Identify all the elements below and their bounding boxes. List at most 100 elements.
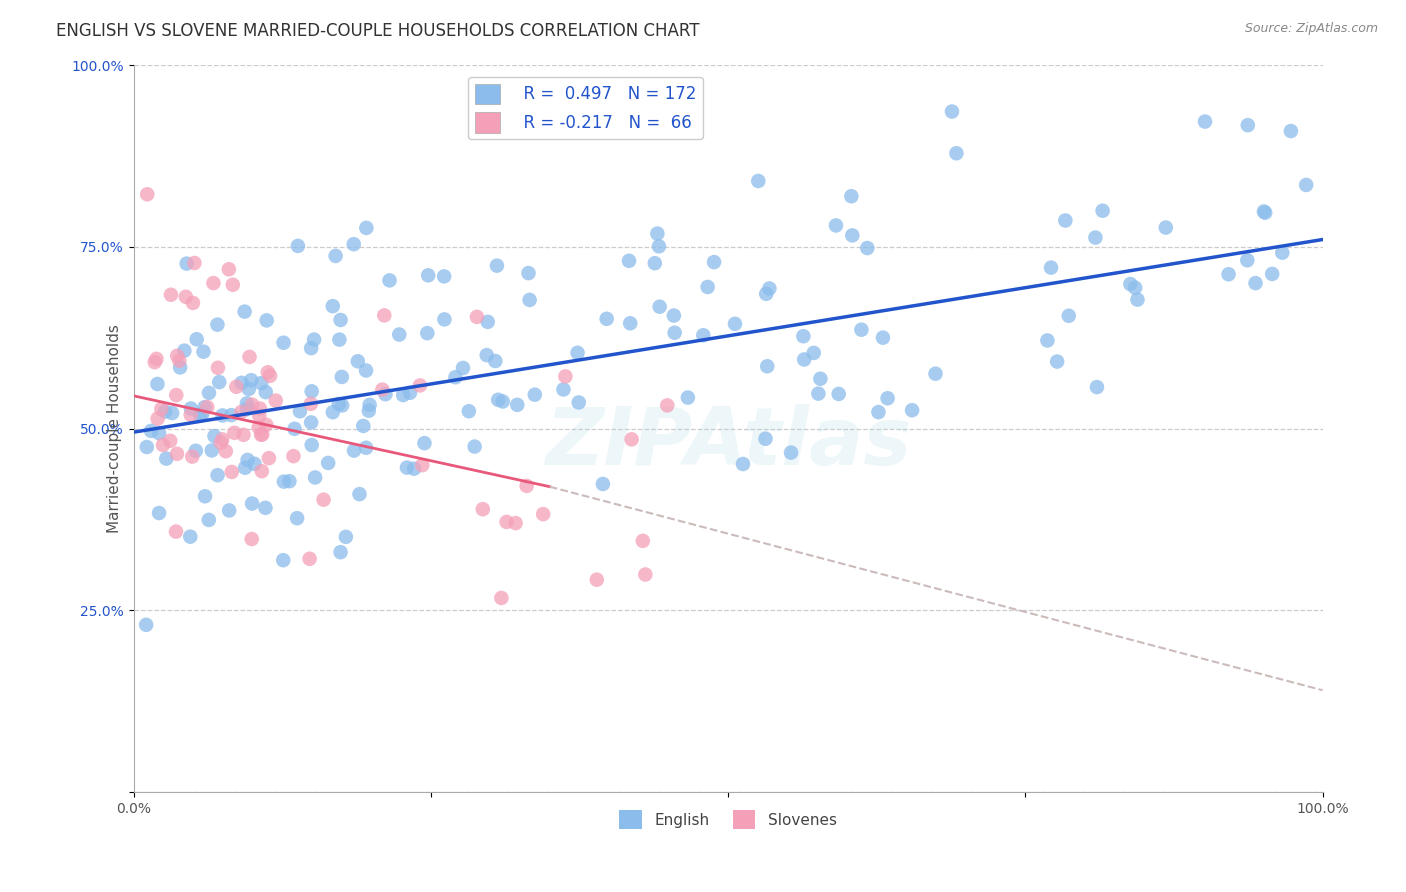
Point <box>413 436 436 450</box>
Point <box>696 280 718 294</box>
Point <box>747 174 769 188</box>
Point <box>184 443 207 458</box>
Point <box>233 304 256 318</box>
Y-axis label: Married-couple Households: Married-couple Households <box>107 324 122 533</box>
Point <box>1123 281 1146 295</box>
Point <box>631 533 654 548</box>
Point <box>273 335 295 350</box>
Point <box>1091 203 1114 218</box>
Point <box>330 399 353 413</box>
Point <box>271 553 294 567</box>
Point <box>731 457 754 471</box>
Point <box>250 427 273 442</box>
Point <box>359 398 381 412</box>
Point <box>531 507 554 521</box>
Point <box>207 318 229 332</box>
Point <box>211 409 233 423</box>
Point <box>231 376 253 390</box>
Point <box>495 515 517 529</box>
Point <box>856 241 879 255</box>
Point <box>343 443 366 458</box>
Point <box>233 460 256 475</box>
Point <box>924 367 946 381</box>
Point <box>356 220 378 235</box>
Point <box>322 299 344 313</box>
Point <box>519 293 541 307</box>
Point <box>371 383 394 397</box>
Point <box>243 457 266 471</box>
Point <box>139 424 162 438</box>
Point <box>1119 277 1142 291</box>
Point <box>204 429 226 443</box>
Point <box>304 470 326 484</box>
Point <box>247 409 270 423</box>
Point <box>301 438 323 452</box>
Point <box>198 385 221 400</box>
Point <box>1040 260 1063 275</box>
Point <box>486 392 509 407</box>
Point <box>322 405 344 419</box>
Point <box>264 393 287 408</box>
Point <box>240 497 263 511</box>
Point <box>657 398 679 412</box>
Point <box>302 333 325 347</box>
Point <box>211 433 233 447</box>
Point <box>186 332 208 346</box>
Point <box>143 355 166 369</box>
Point <box>595 311 617 326</box>
Point <box>464 440 486 454</box>
Point <box>232 427 254 442</box>
Point <box>221 465 243 479</box>
Point <box>780 445 803 459</box>
Point <box>373 309 395 323</box>
Point <box>354 363 377 377</box>
Point <box>191 407 214 421</box>
Point <box>252 427 274 442</box>
Point <box>328 333 350 347</box>
Point <box>236 402 259 417</box>
Point <box>648 239 671 253</box>
Point <box>471 502 494 516</box>
Point <box>202 276 225 290</box>
Point <box>1295 178 1317 192</box>
Point <box>1244 276 1267 290</box>
Point <box>329 313 352 327</box>
Point <box>620 433 643 447</box>
Point <box>349 487 371 501</box>
Point <box>283 449 305 463</box>
Point <box>188 408 211 422</box>
Point <box>648 300 671 314</box>
Point <box>792 329 814 343</box>
Point <box>1085 380 1108 394</box>
Text: ZIPAtlas: ZIPAtlas <box>546 404 911 482</box>
Point <box>207 468 229 483</box>
Point <box>169 353 191 368</box>
Point <box>135 440 157 454</box>
Point <box>287 239 309 253</box>
Point <box>193 344 215 359</box>
Point <box>250 464 273 478</box>
Point <box>1054 213 1077 227</box>
Point <box>554 369 576 384</box>
Point <box>316 456 339 470</box>
Point <box>254 417 277 432</box>
Point <box>150 401 173 416</box>
Point <box>1279 124 1302 138</box>
Point <box>165 524 187 539</box>
Point <box>215 444 238 458</box>
Point <box>409 378 432 392</box>
Point <box>273 475 295 489</box>
Point <box>312 492 335 507</box>
Point <box>475 348 498 362</box>
Point <box>1254 206 1277 220</box>
Point <box>901 403 924 417</box>
Point <box>198 513 221 527</box>
Point <box>1271 245 1294 260</box>
Point <box>218 262 240 277</box>
Point <box>585 573 607 587</box>
Point <box>155 451 177 466</box>
Point <box>148 506 170 520</box>
Point <box>676 391 699 405</box>
Point <box>851 323 873 337</box>
Point <box>165 388 187 402</box>
